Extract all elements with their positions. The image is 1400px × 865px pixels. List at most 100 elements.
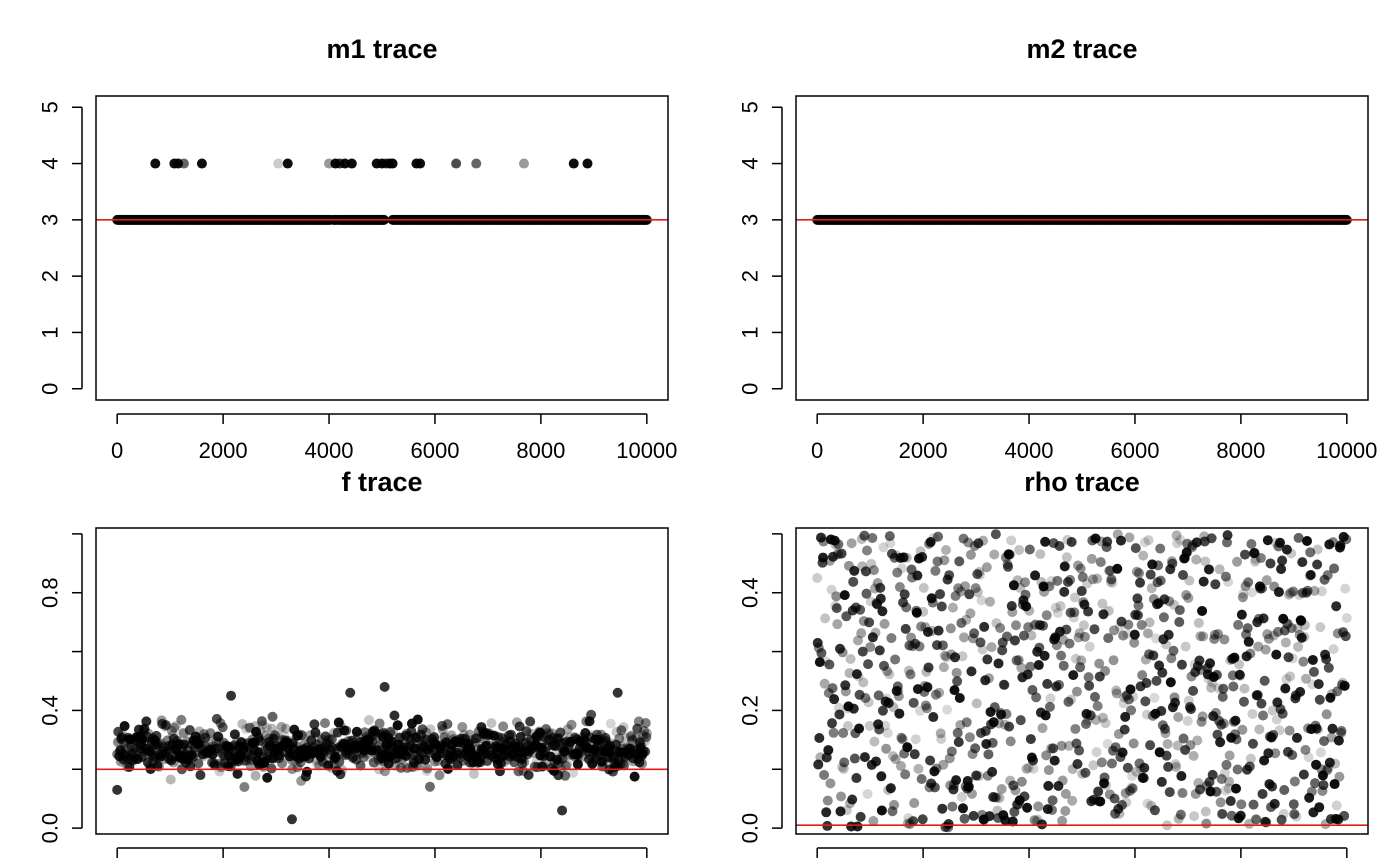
- data-point: [867, 632, 878, 643]
- data-point: [1331, 601, 1342, 612]
- data-point: [1237, 724, 1248, 735]
- data-point: [1309, 585, 1320, 596]
- data-point: [1090, 533, 1101, 544]
- data-point: [883, 698, 894, 709]
- data-point: [1033, 801, 1044, 812]
- panel-3: rho trace 0.0 0.2 0.4: [738, 467, 1369, 858]
- data-point: [1164, 787, 1175, 798]
- data-point: [152, 760, 163, 771]
- data-point: [1276, 814, 1287, 825]
- data-point: [995, 623, 1006, 633]
- data-point: [833, 539, 844, 550]
- data-point: [1022, 669, 1033, 680]
- data-point: [1140, 696, 1151, 707]
- data-point: [1198, 576, 1209, 587]
- data-point: [1293, 641, 1304, 652]
- data-point: [239, 781, 250, 792]
- data-point: [935, 728, 946, 739]
- data-point: [957, 803, 968, 814]
- data-point: [816, 532, 827, 543]
- data-point: [954, 556, 965, 567]
- data-point: [994, 718, 1005, 729]
- data-point: [1070, 723, 1081, 734]
- data-point: [1061, 552, 1072, 563]
- data-point: [1150, 633, 1161, 644]
- data-point: [1025, 734, 1036, 745]
- data-point: [637, 758, 648, 769]
- data-point: [1143, 535, 1154, 546]
- data-point: [206, 737, 217, 748]
- data-point: [822, 795, 833, 806]
- data-point: [827, 718, 838, 729]
- data-point: [1277, 555, 1288, 566]
- data-point: [557, 753, 568, 764]
- data-point: [953, 583, 964, 594]
- data-point: [334, 756, 345, 767]
- data-point: [930, 689, 941, 700]
- data-point: [1312, 544, 1323, 555]
- data-point: [897, 563, 908, 574]
- data-point: [1040, 710, 1051, 721]
- data-point: [1291, 811, 1302, 822]
- data-point: [1071, 686, 1082, 697]
- data-point: [1013, 655, 1024, 666]
- data-point: [1215, 797, 1226, 808]
- data-point: [280, 723, 291, 734]
- data-point: [632, 723, 643, 734]
- data-point: [256, 716, 267, 727]
- data-point: [1219, 767, 1230, 778]
- data-point: [1141, 678, 1152, 689]
- data-point: [195, 770, 206, 781]
- data-point: [196, 158, 207, 169]
- data-point: [1222, 537, 1232, 548]
- data-point: [893, 691, 904, 702]
- data-point: [586, 709, 597, 720]
- data-point: [994, 792, 1005, 803]
- data-point: [1296, 615, 1307, 626]
- data-point: [900, 769, 911, 780]
- data-point: [1336, 725, 1347, 736]
- data-point: [557, 805, 568, 816]
- data-point: [417, 724, 428, 735]
- data-point: [626, 731, 637, 742]
- data-point: [572, 759, 583, 770]
- data-point: [424, 781, 435, 792]
- data-point: [1180, 641, 1191, 652]
- data-point: [958, 533, 969, 544]
- points-layer: [812, 529, 1352, 833]
- data-point: [932, 556, 943, 567]
- data-point: [178, 158, 189, 169]
- data-point: [1263, 748, 1274, 759]
- data-point: [864, 617, 875, 628]
- data-point: [1025, 661, 1036, 672]
- data-point: [1212, 729, 1223, 740]
- data-point: [863, 659, 874, 670]
- data-point: [1230, 715, 1241, 726]
- data-point: [1245, 753, 1256, 764]
- data-point: [987, 766, 998, 777]
- data-point: [890, 754, 901, 765]
- data-point: [1268, 730, 1279, 740]
- data-point: [1019, 791, 1030, 802]
- data-point: [1021, 763, 1032, 774]
- data-point: [1195, 631, 1206, 642]
- data-point: [1197, 711, 1208, 722]
- data-point: [875, 582, 886, 593]
- data-point: [1194, 655, 1205, 666]
- data-point: [1124, 532, 1135, 543]
- data-point: [625, 730, 636, 741]
- data-point: [999, 679, 1010, 690]
- data-point: [1141, 709, 1152, 720]
- data-point: [621, 733, 632, 744]
- data-point: [1037, 723, 1048, 734]
- data-point: [965, 549, 976, 560]
- data-point: [972, 569, 983, 580]
- data-point: [1016, 776, 1027, 787]
- data-point: [1069, 592, 1080, 603]
- data-point: [1015, 582, 1026, 593]
- data-point: [1193, 618, 1204, 629]
- data-point: [1035, 549, 1046, 560]
- data-point: [1044, 701, 1055, 712]
- data-point: [364, 715, 375, 726]
- data-point: [844, 668, 855, 679]
